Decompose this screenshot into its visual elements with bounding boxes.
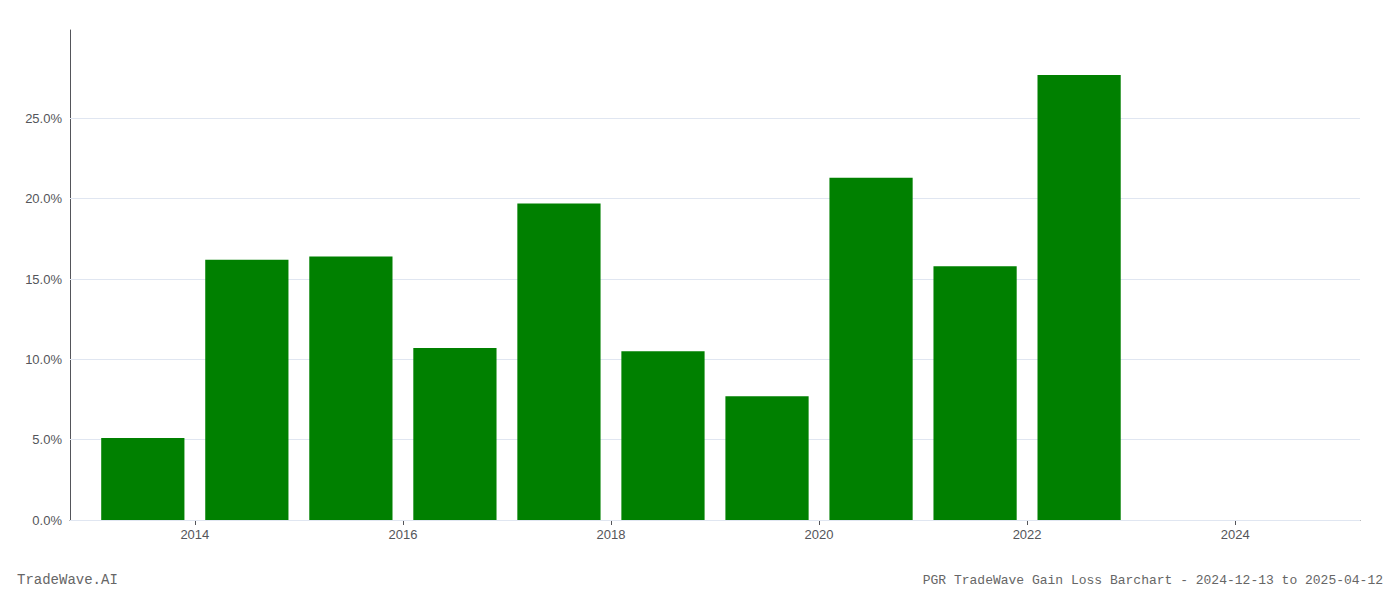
svg-text:TradeWave.AI: TradeWave.AI [17,572,118,588]
svg-text:0.0%: 0.0% [32,513,62,528]
svg-text:2020: 2020 [805,527,834,542]
svg-text:20.0%: 20.0% [25,191,62,206]
svg-text:2022: 2022 [1013,527,1042,542]
svg-text:10.0%: 10.0% [25,352,62,367]
svg-text:PGR TradeWave Gain Loss Barcha: PGR TradeWave Gain Loss Barchart - 2024-… [923,573,1383,588]
svg-text:2024: 2024 [1221,527,1250,542]
svg-text:2014: 2014 [180,527,209,542]
svg-text:2018: 2018 [597,527,626,542]
svg-text:15.0%: 15.0% [25,272,62,287]
svg-text:5.0%: 5.0% [32,432,62,447]
svg-text:25.0%: 25.0% [25,111,62,126]
svg-text:2016: 2016 [388,527,417,542]
